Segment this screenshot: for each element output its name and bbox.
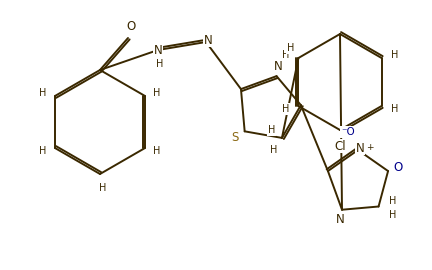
Text: H: H [268, 125, 276, 135]
Text: H: H [270, 145, 278, 155]
Text: H: H [391, 50, 398, 60]
Text: O: O [127, 19, 136, 32]
Text: Cl: Cl [334, 140, 346, 153]
Text: N: N [203, 33, 213, 46]
Text: N: N [154, 43, 162, 56]
Text: N: N [356, 141, 364, 154]
Text: H: H [153, 88, 161, 98]
Text: H: H [282, 104, 289, 114]
Text: N: N [274, 60, 283, 73]
Text: H: H [389, 210, 396, 220]
Text: H: H [99, 183, 107, 193]
Text: H: H [153, 146, 161, 156]
Text: N: N [336, 213, 344, 226]
Text: H: H [287, 43, 294, 53]
Text: +: + [366, 143, 374, 153]
Text: H: H [389, 195, 396, 205]
Text: O: O [394, 161, 403, 174]
Text: H: H [391, 104, 398, 114]
Text: ⁻O: ⁻O [341, 127, 355, 137]
Text: H: H [156, 59, 164, 69]
Text: H: H [282, 50, 289, 60]
Text: H: H [39, 146, 47, 156]
Text: S: S [231, 131, 238, 144]
Text: H: H [39, 88, 47, 98]
